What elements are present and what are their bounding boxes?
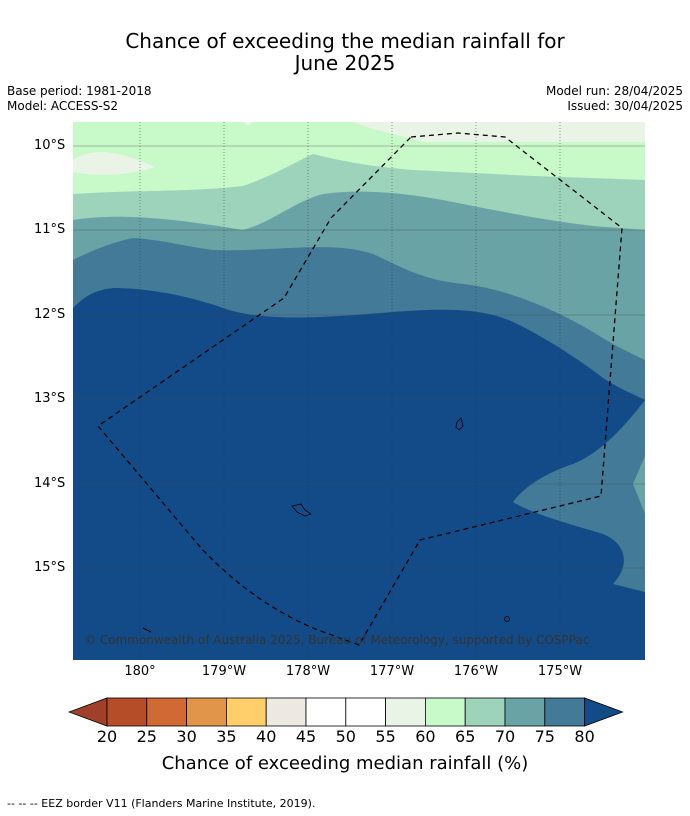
colorbar-extend-low — [68, 697, 108, 727]
colorbar-cell — [385, 697, 426, 727]
copyright-notice: © Commonwealth of Australia 2025, Bureau… — [84, 633, 590, 647]
band-55-60-patch — [73, 152, 155, 175]
lon-label-176w: 176°W — [453, 664, 499, 679]
meta-right: Model run: 28/04/2025 Issued: 30/04/2025 — [546, 84, 683, 114]
colorbar-tick-label: 25 — [136, 727, 157, 746]
colorbar-tick-label: 80 — [574, 727, 595, 746]
eez-footnote: -- -- -- EEZ border V11 (Flanders Marine… — [7, 797, 316, 810]
colorbar-tick-label: 35 — [216, 727, 237, 746]
colorbar-tick-label: 40 — [256, 727, 277, 746]
small-island — [504, 616, 510, 622]
colorbar-cell — [504, 697, 546, 727]
rainfall-map — [73, 122, 645, 660]
small-island-west — [142, 627, 152, 633]
colorbar-tick-label: 65 — [455, 727, 476, 746]
lat-label-15s: 15°S — [34, 560, 66, 575]
model-run: Model run: 28/04/2025 — [545, 84, 683, 98]
lat-label-12s: 12°S — [34, 307, 66, 322]
issued-date: Issued: 30/04/2025 — [567, 99, 683, 113]
colorbar-tick-label: 55 — [375, 727, 396, 746]
title-line-1: Chance of exceeding the median rainfall … — [125, 29, 565, 53]
wallis-island — [455, 417, 464, 431]
lon-label-175w: 175°W — [537, 664, 583, 679]
lon-label-178w: 178°W — [285, 664, 331, 679]
colorbar-cell — [265, 697, 307, 727]
band-80-plus — [73, 288, 645, 660]
base-period: Base period: 1981-2018 — [7, 84, 152, 98]
colorbar-tick-label: 45 — [295, 727, 317, 746]
band-70-75-patch — [633, 456, 645, 514]
colorbar-tick-label: 60 — [415, 727, 436, 746]
colorbar-cell — [345, 697, 386, 727]
futuna-island — [291, 503, 312, 517]
lat-label-14s: 14°S — [34, 476, 66, 491]
colorbar-tick-label: 50 — [335, 727, 356, 746]
colorbar-tick-label: 20 — [96, 727, 118, 746]
lat-label-11s: 11°S — [34, 222, 66, 237]
colorbar — [68, 697, 624, 727]
colorbar-cell — [544, 697, 585, 727]
colorbar-cell — [464, 697, 506, 727]
colorbar-cell — [146, 697, 188, 727]
eez-border — [97, 132, 623, 646]
colorbar-cell — [106, 697, 148, 727]
model-name: Model: ACCESS-S2 — [7, 99, 119, 113]
colorbar-tick-label: 75 — [534, 727, 555, 746]
lat-label-13s: 13°S — [34, 391, 66, 406]
map-title: Chance of exceeding the median rainfall … — [0, 30, 690, 74]
colorbar-cell — [225, 697, 267, 727]
colorbar-extend-high — [584, 697, 624, 727]
colorbar-tick-label: 70 — [494, 727, 516, 746]
title-line-2: June 2025 — [294, 51, 396, 75]
lon-label-179w: 179°W — [201, 664, 247, 679]
lon-label-177w: 177°W — [369, 664, 415, 679]
colorbar-cell — [424, 697, 466, 727]
meta-left: Base period: 1981-2018 Model: ACCESS-S2 — [7, 84, 152, 114]
lat-label-10s: 10°S — [34, 138, 66, 153]
colorbar-tick-label: 30 — [176, 727, 197, 746]
colorbar-label: Chance of exceeding median rainfall (%) — [161, 753, 529, 774]
lon-label-180: 180° — [124, 664, 156, 679]
colorbar-cell — [305, 697, 347, 727]
colorbar-cell — [186, 697, 227, 727]
lat-gridlines — [73, 145, 645, 569]
